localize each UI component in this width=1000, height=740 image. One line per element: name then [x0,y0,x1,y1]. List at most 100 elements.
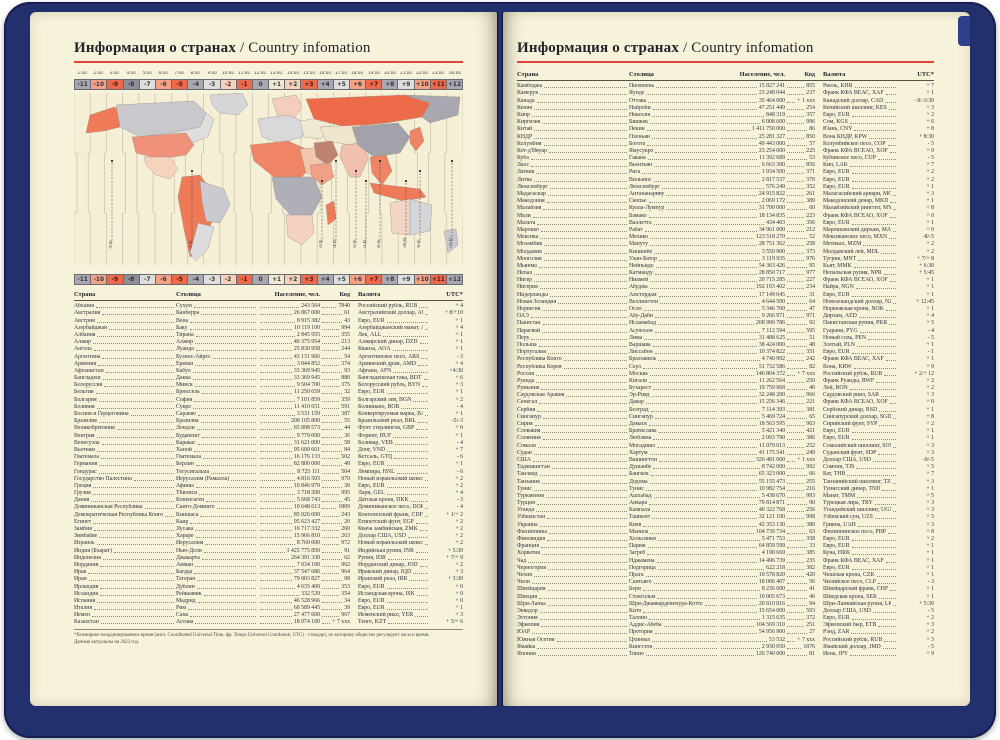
table-row: Швейцария Берн 8 236 600 41 Швейцарский фран… [517,586,934,593]
col-population: Население, чел. [274,291,320,298]
time-label: 1:00 [77,71,87,76]
offset-cell: +1 [269,80,286,89]
offset-cell: +4 [317,80,334,89]
table-row: Боливия Сукре 11 410 651 591 Боливиано, BOB -… [74,403,463,410]
table-row: Словения Любляна 2 093 790 386 Евро, EUR + 1 [517,435,934,442]
offset-cell: +11 [430,80,447,89]
table-row: КНДР Пхеньян 25 281 327 850 Вона КНДР, KPW + … [517,133,934,140]
table-row: Марокко Рабат 34 961 000 212 Марокканский ди… [517,226,934,233]
country-table-left: Абхазия Сухум 243 564 7840 Российский рубль,… [74,302,463,625]
col-country: Страна [74,291,96,298]
offset-cell: -9 [107,80,124,89]
svg-text:+4:30: +4:30 [332,240,337,249]
time-label: 5:00 [142,71,152,76]
table-row: Израиль Иерусалим 8 760 000 972 Новый израил… [74,540,463,547]
offset-cell: -10 [91,80,108,89]
table-row: Сирия Дамаск 18 563 595 963 Сирийский фунт, … [517,421,934,427]
planner-cover: Информация о странах / Country infomatio… [4,2,996,738]
offset-cell: +9 [398,80,415,89]
table-row: Ямайка Кингстон 2 930 050 1876 Ямайский долл… [517,643,934,650]
table-row: Албания Тирана 2 845 955 355 Лек, ALL + 1 [74,331,463,338]
offset-cell: 0 [252,275,270,284]
offset-cell: -7 [139,80,156,89]
table-row: Белоруссия Минск 9 504 700 375 Белорусский р… [74,382,463,389]
timezone-offset-scale-top: -11 -10 -9 -8 -7 -6 -5 -4 -3 -2 -1 0 +1 +2 +3 +4 +5 +6 +7 +… [74,79,463,90]
footnote: *Всемирное координированное время (англ.… [74,629,463,646]
table-row: Норвегия Осло 5 346 700 47 Норвежская крона,… [517,306,934,312]
offset-cell: -9 [107,275,124,284]
table-row: Колумбия Богота 49 443 000 57 Колумбийское п… [517,140,934,147]
table-row: Венесуэла Каракас 31 621 000 58 Боливар, VEB… [74,439,463,446]
table-row: Сингапур Сингапур 5 469 724 65 Сингапурский … [517,413,934,420]
offset-cell: -11 [75,80,92,89]
table-row: Перу Лима 31 488 625 51 Новый соль, PEN - 5 [517,334,934,341]
table-row: Уганда Кампала 40 322 768 256 Угандийский ши… [517,507,934,514]
table-row: Грузия Тбилиси 3 718 200 995 Лари, GEL + 4 [74,490,463,497]
offset-cell: +5 [333,275,350,284]
table-row: Индия (Бхарат) Нью-Дели 1 425 775 850 91 Инд… [74,547,463,554]
table-row: Мьянма Нейпьидо 54 363 426 95 Кьят, MMK + 6:3… [517,262,934,269]
svg-text:+5:30: +5:30 [352,240,357,249]
time-label: 22:00 [416,71,429,76]
time-label: 8:00 [190,71,201,76]
table-row: Чехия Прага 10 578 820 420 Чешская крона, CZ… [517,571,934,578]
table-row: Бангладеш Дакка 33 369 945 880 Бангладешская… [74,375,463,382]
table-row: ОАЭ Абу-Даби 9 266 971 971 Дирхам, AED + 4 [517,313,934,320]
table-row: Сенегал Дакар 15 256 346 221 Франк КФА ВСЕАО… [517,399,934,406]
table-row: Ирландия Дублин 4 635 400 353 Евро, EUR + 0 [74,583,463,590]
table-row: Монголия Улан-Батор 3 119 935 976 Тугрик, MN… [517,255,934,262]
table-row: Чад Нджамена 14 496 739 235 Франк КФА ВЕАС, … [517,557,934,564]
table-row: Испания Мадрид 46 528 966 34 Евро, EUR + 0 [74,597,463,604]
table-row: Армения Ереван 3 044 852 374 Армянский драм,… [74,360,463,367]
table-row: Венгрия Будапешт 9 779 000 36 Форинт, HUF + 1 [74,432,463,439]
time-label: 15:00 [302,71,315,76]
table-row: Черногория Подгорица 622 218 382 Евро, EUR + … [517,564,934,571]
page-title-ru: Информация о странах [74,40,237,56]
time-label: 11:00 [238,71,251,76]
offset-cell: +11 [430,275,447,284]
table-row: США Вашингтон 326 481 000 + 1 ххх Доллар США… [517,456,934,463]
offset-cell: +8 [382,80,399,89]
table-row: Йемен Сана 27 477 600 967 Йеменский риал, YE… [74,612,463,619]
table-row: Латвия Рига 1 934 500 371 Евро, EUR + 2 [517,169,934,176]
svg-text:-3:30: -3:30 [188,241,193,249]
table-row: Пакистан Исламабад 208 990 786 92 Пакистанск… [517,320,934,327]
table-row: Республика Корея Сеул 51 732 586 82 Вона, KR… [517,363,934,370]
table-row: Бразилия Бразилиа 208 105 800 55 Бразильский… [74,418,463,425]
timezone-offset-scale-bottom: -11 -10 -9 -8 -7 -6 -5 -4 -3 -2 -1 0 +1 +2 +3 +4 +5 +6 +7 +… [74,274,463,285]
table-row: Кипр Никосия 848 319 357 Евро, EUR + 2 [517,111,934,118]
table-row: Таиланд Бангкок 65 323 000 66 Бат, THB + 7 [517,471,934,478]
time-label: 18:00 [351,71,364,76]
time-label: 00:00 [448,71,461,76]
offset-cell: -5 [172,80,189,89]
footnote-line1: *Всемирное координированное время (англ.… [74,633,430,639]
offset-cell: -4 [188,80,205,89]
time-label: 4:00 [126,71,136,76]
title-rule [74,61,463,63]
col-code: Код [339,291,350,298]
offset-cell: -8 [123,275,140,284]
offset-cell: -2 [220,275,237,284]
offset-cell: +7 [366,80,383,89]
table-row: Канада Оттава 35 464 000 + 1 ххх Канадский д… [517,97,934,104]
offset-cell: -11 [75,275,92,284]
offset-cell: -5 [172,275,189,284]
table-row: Танзания Додома 55 155 473 255 Танзанийский … [517,478,934,485]
book-gutter [497,12,503,706]
offset-cell: +3 [301,275,318,284]
table-row: Молдавия Кишинёв 3 550 900 373 Молдавский ле… [517,248,934,255]
svg-text:+5:45: +5:45 [362,240,367,249]
table-row: Китай Пекин 1 411 750 000 86 Юань, CNY + 8 [517,126,934,133]
offset-cell: -10 [91,275,108,284]
table-row: Чили Сантьяго 18 006 407 56 Чилийское песо, … [517,579,934,586]
table-row: Мальта Валлетта 434 403 356 Евро, EUR + 1 [517,219,934,226]
table-row: Саудовская Аравия Эр-Рияд 32 248 200 966 Сау… [517,392,934,399]
table-row: Египет Каир 95 623 427 20 Египетский фунт, E… [74,518,463,525]
table-row: Казахстан Астана 18 074 100 + 7 ххх Тенге, K… [74,619,463,626]
table-row: Аргентина Буэнос-Айрес 43 131 966 54 Аргенти… [74,353,463,360]
table-row: Абхазия Сухум 243 564 7840 Российский рубль,… [74,303,463,310]
country-table-right: Камбоджа Пномпень 15 827 241 855 Риель, KHR +… [517,82,934,657]
table-row: Великобритания Лондон 65 808 573 44 Фунт сте… [74,425,463,432]
table-row: Финляндия Хельсинки 5 471 753 358 Евро, EUR +… [517,536,934,542]
offset-cell: +12 [446,80,463,89]
